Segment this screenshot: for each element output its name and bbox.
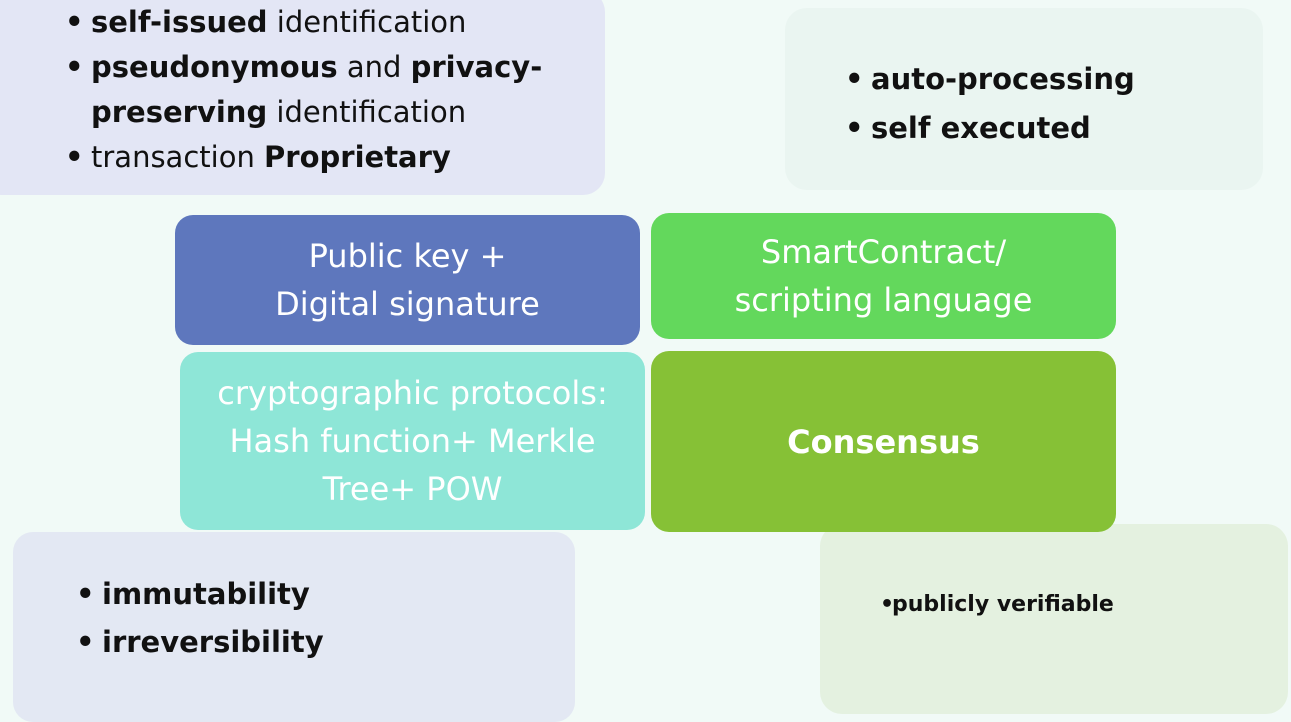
note-crypto: immutability irreversibility	[13, 532, 575, 722]
quadrant-consensus: Consensus	[651, 351, 1116, 532]
quadrant-label: Public key + Digital signature	[275, 237, 540, 323]
bullet-self-executed: self executed	[845, 104, 1135, 153]
bullet-transaction: transaction Proprietary	[65, 135, 585, 180]
crypto-bullet-list: immutability irreversibility	[76, 570, 324, 666]
identity-bullet-list: self-issued identification pseudonymous …	[65, 0, 585, 180]
bullet-text: Proprietary	[264, 140, 451, 174]
quadrant-label: Consensus	[787, 422, 980, 461]
bullet-text: privacy-preserving	[91, 50, 543, 129]
quadrant-public-key: Public key + Digital signature	[175, 215, 640, 345]
bullet-pseudonymous: pseudonymous and privacy-preserving iden…	[65, 45, 585, 135]
smart-contract-bullet-list: auto-processing self executed	[845, 55, 1135, 153]
bullet-text: pseudonymous	[91, 50, 338, 84]
bullet-text: self-issued	[91, 5, 268, 39]
quadrant-label: cryptographic protocols: Hash function+ …	[217, 374, 608, 508]
bullet-text: identification	[267, 5, 467, 39]
note-identity: self-issued identification pseudonymous …	[0, 0, 605, 195]
consensus-bullet-list: publicly verifiable	[880, 590, 1114, 620]
quadrant-cryptographic-protocols: cryptographic protocols: Hash function+ …	[180, 352, 645, 530]
bullet-auto-processing: auto-processing	[845, 55, 1135, 104]
bullet-self-issued: self-issued identification	[65, 0, 585, 45]
bullet-text: identification	[267, 95, 467, 129]
bullet-publicly-verifiable: publicly verifiable	[880, 590, 1114, 620]
quadrant-smart-contract: SmartContract/ scripting language	[651, 213, 1116, 339]
quadrant-label: SmartContract/ scripting language	[734, 233, 1033, 319]
bullet-text: transaction	[91, 140, 265, 174]
note-consensus: publicly verifiable	[820, 524, 1288, 714]
bullet-text: and	[337, 50, 411, 84]
bullet-immutability: immutability	[76, 570, 324, 618]
bullet-irreversibility: irreversibility	[76, 618, 324, 666]
note-smart-contract: auto-processing self executed	[785, 8, 1263, 190]
